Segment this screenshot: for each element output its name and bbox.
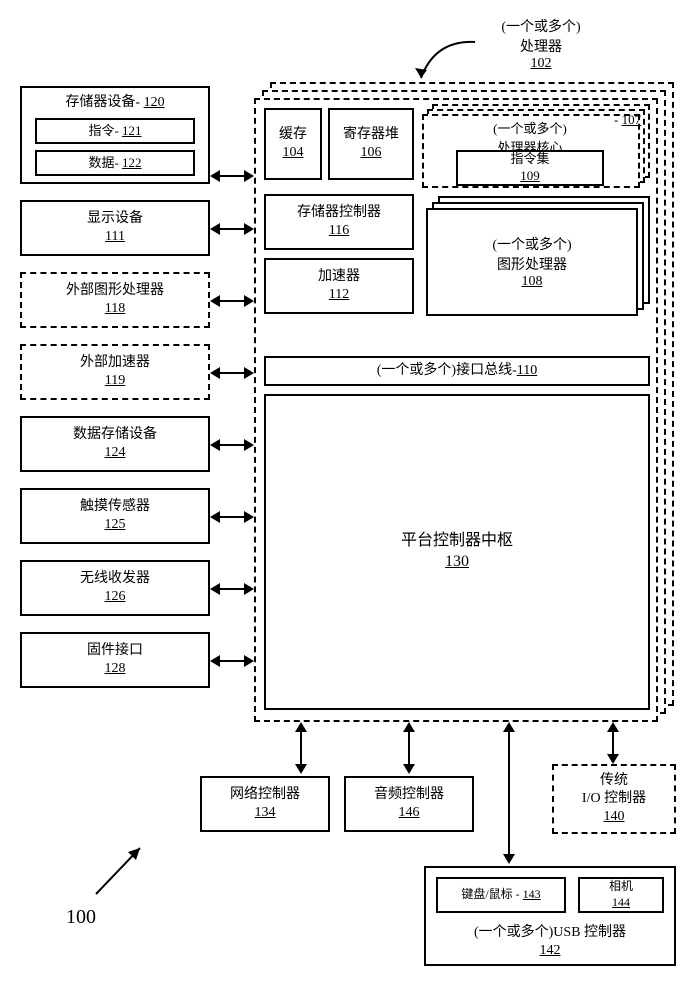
ext-gfx-block: 外部图形处理器 118 xyxy=(20,272,210,328)
pch-block: 平台控制器中枢 130 xyxy=(264,394,650,710)
arrow-pch-legacy xyxy=(612,724,614,762)
arrow-wireless xyxy=(212,588,252,590)
proc-cap-line1: (一个或多个) xyxy=(501,20,580,35)
display-device-block: 显示设备 111 xyxy=(20,200,210,256)
arrow-datastore xyxy=(212,444,252,446)
firmware-block: 固件接口 128 xyxy=(20,632,210,688)
camera-block: 相机 144 xyxy=(578,877,664,913)
cores-ref-outer: - 107 xyxy=(614,112,641,128)
memctrl-block: 存储器控制器 116 xyxy=(264,194,414,250)
proc-cap-line2: 处理器 xyxy=(520,40,562,55)
gfx-stack: (一个或多个) 图形处理器 108 xyxy=(426,196,650,316)
touch-sensor-block: 触摸传感器 125 xyxy=(20,488,210,544)
arrow-extgfx xyxy=(212,300,252,302)
wireless-block: 无线收发器 126 xyxy=(20,560,210,616)
cache-block: 缓存 104 xyxy=(264,108,322,180)
data-block: 数据- 122 xyxy=(35,150,195,176)
arrow-pch-net xyxy=(300,724,302,772)
legacy-io-block: 传统 I/O 控制器 140 xyxy=(552,764,676,834)
arrow-firmware xyxy=(212,660,252,662)
arrow-pch-usb xyxy=(508,724,510,862)
audio-ctrl-block: 音频控制器 146 xyxy=(344,776,474,832)
net-ctrl-block: 网络控制器 134 xyxy=(200,776,330,832)
storage-device-block: 存储器设备- 120 指令- 121 数据- 122 xyxy=(20,86,210,184)
arrow-pch-audio xyxy=(408,724,410,772)
instructions-block: 指令- 121 xyxy=(35,118,195,144)
arrow-storage xyxy=(212,175,252,177)
accel-block: 加速器 112 xyxy=(264,258,414,314)
kbm-block: 键盘/鼠标 - 143 xyxy=(436,877,566,913)
interface-bus-block: (一个或多个)接口总线- 110 xyxy=(264,356,650,386)
proc-cap-ref: 102 xyxy=(531,56,552,71)
arrow-touch xyxy=(212,516,252,518)
processors-caption: (一个或多个) 处理器 102 xyxy=(476,16,606,72)
figure-arrow xyxy=(86,834,156,904)
regfile-block: 寄存器堆 106 xyxy=(328,108,414,180)
arrow-display xyxy=(212,228,252,230)
ext-accel-block: 外部加速器 119 xyxy=(20,344,210,400)
instruction-set-block: 指令集 109 xyxy=(456,150,604,186)
usb-label: (一个或多个)USB 控制器 142 xyxy=(474,924,626,960)
storage-device-title: 存储器设备- 120 xyxy=(65,94,164,112)
arrow-extaccel xyxy=(212,372,252,374)
figure-number: 100 xyxy=(66,906,96,929)
usb-ctrl-block: 键盘/鼠标 - 143 相机 144 (一个或多个)USB 控制器 142 xyxy=(424,866,676,966)
data-storage-block: 数据存储设备 124 xyxy=(20,416,210,472)
